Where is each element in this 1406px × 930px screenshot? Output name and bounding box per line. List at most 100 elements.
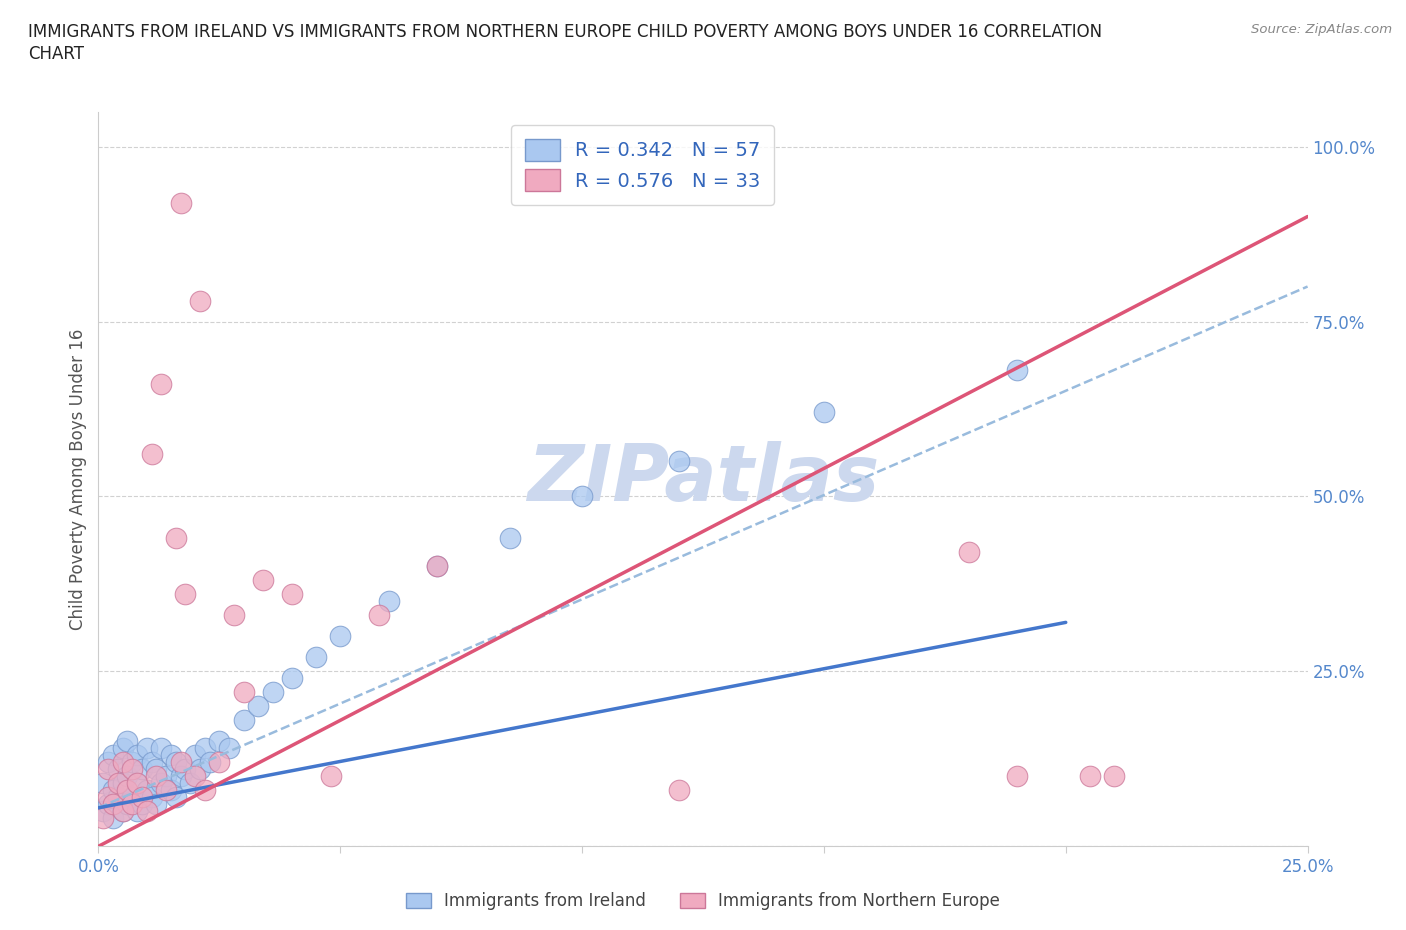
Point (426, 559, 449, 574)
Point (957, 545, 980, 560)
Point (121, 755, 143, 770)
Point (813, 405, 835, 420)
Point (571, 489, 593, 504)
Point (184, 748, 207, 763)
Point (107, 790, 129, 804)
Point (668, 783, 690, 798)
Point (97, 755, 120, 770)
Point (208, 755, 231, 770)
Point (145, 762, 167, 777)
Point (184, 769, 207, 784)
Point (97, 790, 120, 804)
Point (131, 762, 153, 777)
Point (150, 741, 173, 756)
Point (101, 783, 124, 798)
Point (135, 783, 157, 798)
Text: CHART: CHART (28, 45, 84, 62)
Point (91, 811, 114, 826)
Point (194, 741, 217, 756)
Point (97, 797, 120, 812)
Legend: R = 0.342   N = 57, R = 0.576   N = 33: R = 0.342 N = 57, R = 0.576 N = 33 (510, 125, 775, 205)
Point (179, 776, 201, 790)
Point (281, 671, 304, 685)
Point (127, 776, 149, 790)
Point (1078, 769, 1101, 784)
Point (498, 531, 520, 546)
Point (218, 741, 240, 756)
Point (117, 797, 139, 812)
Point (198, 755, 221, 770)
Point (232, 684, 254, 699)
Point (101, 797, 124, 812)
Point (160, 783, 183, 798)
Text: ZIPatlas: ZIPatlas (527, 441, 879, 517)
Point (169, 769, 191, 784)
Point (165, 531, 187, 546)
Text: IMMIGRANTS FROM IRELAND VS IMMIGRANTS FROM NORTHERN EUROPE CHILD POVERTY AMONG B: IMMIGRANTS FROM IRELAND VS IMMIGRANTS FR… (28, 23, 1102, 41)
Point (188, 293, 211, 308)
Point (208, 734, 231, 749)
Point (101, 748, 124, 763)
Point (150, 776, 173, 790)
Point (127, 776, 149, 790)
Point (160, 748, 183, 763)
Point (117, 769, 139, 784)
Point (111, 755, 134, 770)
Point (377, 594, 399, 609)
Point (319, 769, 342, 784)
Point (141, 755, 163, 770)
Point (111, 776, 134, 790)
Point (117, 783, 139, 798)
Point (121, 790, 143, 804)
Point (91, 776, 114, 790)
Point (155, 769, 177, 784)
Point (131, 790, 153, 804)
Point (127, 748, 149, 763)
Point (131, 797, 153, 812)
Point (165, 755, 187, 770)
Point (281, 587, 304, 602)
Point (107, 776, 129, 790)
Legend: Immigrants from Ireland, Immigrants from Northern Europe: Immigrants from Ireland, Immigrants from… (399, 885, 1007, 917)
Point (426, 559, 449, 574)
Point (169, 755, 191, 770)
Point (155, 783, 177, 798)
Point (111, 741, 134, 756)
Point (117, 734, 139, 749)
Point (111, 804, 134, 818)
Point (141, 447, 163, 462)
Point (101, 811, 124, 826)
Point (305, 650, 328, 665)
Point (165, 790, 187, 804)
Point (668, 454, 690, 469)
Y-axis label: Child Poverty Among Boys Under 16: Child Poverty Among Boys Under 16 (69, 328, 87, 630)
Point (111, 804, 134, 818)
Point (194, 783, 217, 798)
Point (1102, 769, 1125, 784)
Point (127, 804, 149, 818)
Point (329, 629, 352, 644)
Point (252, 573, 274, 588)
Point (368, 608, 391, 623)
Point (91, 804, 114, 818)
Point (247, 699, 270, 714)
Point (169, 195, 191, 210)
Point (150, 377, 173, 392)
Point (135, 741, 157, 756)
Point (1007, 769, 1029, 784)
Point (1007, 363, 1029, 378)
Point (232, 713, 254, 728)
Point (145, 797, 167, 812)
Point (135, 804, 157, 818)
Point (107, 762, 129, 777)
Point (174, 587, 197, 602)
Point (188, 762, 211, 777)
Point (121, 762, 143, 777)
Point (121, 797, 143, 812)
Point (262, 684, 284, 699)
Point (222, 608, 245, 623)
Point (145, 769, 167, 784)
Text: Source: ZipAtlas.com: Source: ZipAtlas.com (1251, 23, 1392, 36)
Point (141, 790, 163, 804)
Point (97, 762, 120, 777)
